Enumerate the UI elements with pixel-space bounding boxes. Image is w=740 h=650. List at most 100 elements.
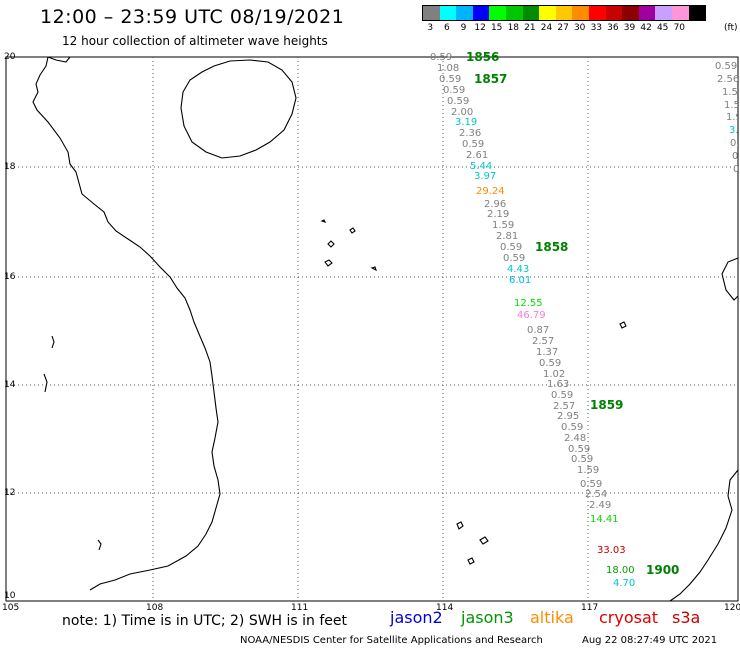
wave-height-label: 4.70 bbox=[613, 578, 636, 589]
legend-cryosat: cryosat bbox=[599, 608, 659, 627]
wave-height-label: 1.63 bbox=[547, 379, 570, 390]
color-scale-swatch bbox=[588, 6, 606, 20]
color-scale-swatch bbox=[489, 6, 506, 20]
track-time-label: 1857 bbox=[474, 72, 508, 86]
map-subtitle: 12 hour collection of altimeter wave hei… bbox=[62, 34, 328, 48]
color-scale-label: 33 bbox=[590, 23, 603, 33]
edge-wave-height-label: 0 bbox=[733, 164, 738, 175]
lat-label: 16 bbox=[4, 272, 16, 282]
lat-label: 12 bbox=[4, 488, 16, 498]
color-scale-label: 36 bbox=[607, 23, 619, 33]
wave-height-label: 6.01 bbox=[509, 275, 532, 286]
wave-height-label: 2.95 bbox=[557, 411, 580, 422]
wave-height-label: 2.00 bbox=[451, 107, 474, 118]
wave-height-label: 14.41 bbox=[590, 514, 619, 525]
wave-height-label: 33.03 bbox=[597, 545, 626, 556]
track-time-label: 1856 bbox=[466, 50, 500, 64]
edge-wave-height-label: 1.5 bbox=[722, 87, 738, 98]
edge-wave-height-label: 0. bbox=[730, 138, 738, 149]
wave-height-label: 0.59 bbox=[571, 454, 594, 465]
lon-label: 120 bbox=[724, 603, 740, 613]
wave-height-label: 0.59 bbox=[447, 96, 470, 107]
color-scale-swatch bbox=[655, 6, 672, 20]
wave-height-label: 5.44 bbox=[470, 161, 493, 172]
legend-jason2: jason2 bbox=[390, 608, 443, 627]
wave-height-label: 2.49 bbox=[589, 500, 612, 511]
color-scale-label: 27 bbox=[557, 23, 569, 33]
legend-altika: altika bbox=[530, 608, 574, 627]
lon-label: 114 bbox=[436, 603, 454, 613]
wave-height-label: 2.96 bbox=[484, 199, 507, 210]
color-scale-swatches bbox=[422, 5, 707, 21]
edge-wave-height-label: 1.9 bbox=[726, 112, 738, 123]
edge-wave-height-label: 2.56 bbox=[717, 74, 738, 85]
color-scale-label: 24 bbox=[540, 23, 553, 33]
wave-height-label: 2.19 bbox=[487, 209, 510, 220]
wave-height-label: 0.59 bbox=[500, 242, 523, 253]
wave-height-label: 0.59 bbox=[551, 390, 574, 401]
color-scale-label: 70 bbox=[673, 23, 686, 33]
wave-height-label: 2.57 bbox=[532, 336, 555, 347]
color-scale-swatch bbox=[555, 6, 573, 20]
lat-label: 10 bbox=[4, 591, 16, 601]
color-scale-swatch bbox=[622, 6, 639, 20]
wave-height-label: 0.59 bbox=[443, 85, 466, 96]
wave-height-label: 2.57 bbox=[553, 401, 576, 412]
color-scale-label: 21 bbox=[524, 23, 536, 33]
map-graticule bbox=[6, 57, 738, 601]
wave-height-label: 1.02 bbox=[543, 369, 566, 380]
color-scale-swatch bbox=[472, 6, 490, 20]
track-time-label: 1900 bbox=[646, 563, 680, 577]
wave-height-label: 4.43 bbox=[507, 264, 530, 275]
color-scale-unit: (ft) bbox=[724, 23, 738, 33]
edge-wave-height-label: 3. bbox=[729, 125, 738, 136]
lon-label: 108 bbox=[146, 603, 164, 613]
color-scale-label: 39 bbox=[623, 23, 636, 33]
wave-height-label: 12.55 bbox=[514, 298, 543, 309]
footer-timestamp: Aug 22 08:27:49 UTC 2021 bbox=[582, 635, 718, 646]
footer-source: NOAA/NESDIS Center for Satellite Applica… bbox=[240, 635, 543, 646]
color-scale-swatch bbox=[572, 6, 589, 20]
lat-label: 20 bbox=[4, 52, 16, 62]
wave-height-label: 1.08 bbox=[437, 63, 460, 74]
wave-height-label: 1.59 bbox=[577, 465, 600, 476]
edge-wave-height-label: 0.59 bbox=[715, 61, 738, 72]
wave-height-label: 29.24 bbox=[476, 186, 505, 197]
lon-label: 105 bbox=[2, 603, 20, 613]
wave-height-label: 0.59 bbox=[439, 74, 462, 85]
wave-height-label: 1.37 bbox=[536, 347, 559, 358]
wave-height-label: 2.36 bbox=[459, 128, 482, 139]
lat-label: 14 bbox=[4, 380, 16, 390]
color-scale-swatch bbox=[456, 6, 473, 20]
wave-height-label: 2.81 bbox=[496, 231, 519, 242]
lon-label: 111 bbox=[291, 603, 309, 613]
wave-height-label: 0.59 bbox=[462, 139, 485, 150]
color-scale-swatch bbox=[539, 6, 556, 20]
color-scale-swatch bbox=[688, 6, 706, 20]
wave-height-label: 2.61 bbox=[466, 150, 489, 161]
edge-wave-height-label: 0 bbox=[732, 151, 738, 162]
wave-height-label: 1.59 bbox=[492, 220, 515, 231]
lat-label: 18 bbox=[4, 162, 16, 172]
wave-height-label: 0.59 bbox=[568, 444, 591, 455]
units-note: note: 1) Time is in UTC; 2) SWH is in fe… bbox=[62, 613, 348, 629]
color-scale-label: 30 bbox=[573, 23, 586, 33]
edge-wave-height-label: 1.5 bbox=[724, 100, 738, 111]
map-title: 12:00 – 23:59 UTC 08/19/2021 bbox=[40, 6, 345, 28]
legend-s3a: s3a bbox=[672, 608, 701, 627]
color-scale-label: 12 bbox=[474, 23, 486, 33]
wave-height-label: 0.59 bbox=[503, 253, 526, 264]
lon-label: 117 bbox=[581, 603, 599, 613]
wave-height-label: 0.59 bbox=[430, 52, 453, 63]
track-time-label: 1859 bbox=[590, 398, 624, 412]
map-frame bbox=[5, 56, 739, 602]
legend-jason3: jason3 bbox=[461, 608, 514, 627]
wave-height-label: 2.48 bbox=[564, 433, 587, 444]
color-scale-swatch bbox=[439, 6, 457, 20]
color-scale-label: 3 bbox=[427, 23, 434, 33]
color-scale-label: 45 bbox=[656, 23, 669, 33]
color-scale-swatch bbox=[423, 6, 440, 20]
color-scale-label: 6 bbox=[444, 23, 450, 33]
track-time-label: 1858 bbox=[535, 240, 569, 254]
